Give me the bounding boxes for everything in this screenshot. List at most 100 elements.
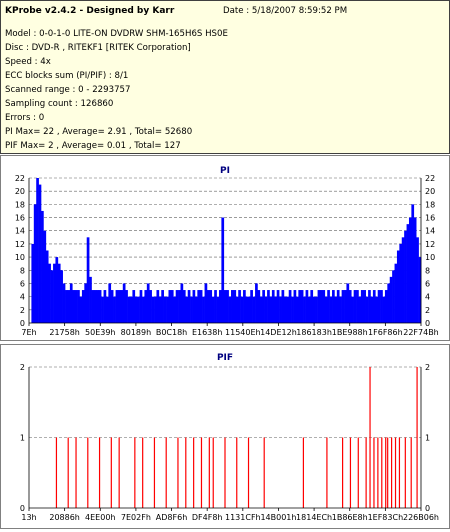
pi-bar bbox=[281, 290, 285, 323]
x-tick-label: 11540Eh bbox=[225, 328, 261, 337]
pi-bar bbox=[252, 296, 256, 323]
x-tick-label: 1EF83Ch bbox=[368, 513, 404, 522]
pi-bar bbox=[238, 290, 241, 323]
pi-bar bbox=[117, 290, 121, 323]
pi-bar bbox=[36, 178, 39, 323]
pi-bar bbox=[262, 290, 265, 323]
pi-bar bbox=[288, 290, 292, 323]
pi-bar bbox=[267, 290, 270, 323]
x-tick-label: 14B001h bbox=[260, 513, 296, 522]
pi-chart-panel: PI 0 0 2 2 4 4 6 6 8 8 10 10 12 12 14 14 16 16 18 18 20 20 22 22… bbox=[0, 155, 450, 341]
pi-bar bbox=[62, 283, 66, 323]
y-tick-label-right: 2 bbox=[425, 306, 430, 315]
pi-bar bbox=[113, 296, 116, 323]
pi-bar bbox=[223, 290, 227, 323]
pi-bar bbox=[120, 290, 124, 323]
chart-title: PIF bbox=[217, 353, 233, 363]
pi-bar bbox=[363, 290, 366, 323]
y-tick-label-left: 2 bbox=[20, 363, 25, 372]
pi-bar bbox=[110, 290, 114, 323]
pi-bar bbox=[303, 296, 306, 323]
info-pif-stats: PIF Max= 2 , Average= 0.01 , Total= 127 bbox=[5, 141, 181, 151]
pi-bar bbox=[192, 290, 196, 323]
pi-bar bbox=[375, 296, 379, 323]
pi-bar bbox=[406, 224, 410, 323]
pi-bar bbox=[81, 290, 85, 323]
pi-bar bbox=[168, 290, 172, 323]
x-tick-label: 1814ECh bbox=[296, 513, 332, 522]
pi-bar bbox=[125, 290, 128, 323]
pi-bar bbox=[317, 290, 321, 323]
pi-bar bbox=[158, 296, 162, 323]
pi-bar bbox=[218, 290, 222, 323]
pi-bar bbox=[84, 283, 88, 323]
pi-bar bbox=[365, 296, 369, 323]
pi-bar bbox=[199, 290, 203, 323]
pi-bar bbox=[211, 296, 215, 323]
pi-bar bbox=[264, 296, 268, 323]
pi-bar bbox=[72, 290, 75, 323]
pi-bar bbox=[122, 283, 126, 323]
info-ecc-blocks: ECC blocks sum (PI/PIF) : 8/1 bbox=[5, 71, 129, 81]
pi-bar bbox=[134, 296, 138, 323]
pi-bar bbox=[79, 296, 83, 323]
pi-bar bbox=[319, 290, 323, 323]
pi-bar bbox=[293, 290, 297, 323]
info-title: KProbe v2.4.2 - Designed by Karr bbox=[5, 6, 175, 16]
y-tick-label-left: 0 bbox=[20, 504, 25, 513]
pi-bar bbox=[228, 296, 232, 323]
pi-bar bbox=[322, 290, 326, 323]
pi-bar bbox=[202, 296, 205, 323]
pi-bar bbox=[31, 243, 35, 323]
info-scanned-range: Scanned range : 0 - 2293757 bbox=[5, 85, 131, 95]
x-tick-label: 186183h bbox=[296, 328, 332, 337]
pi-bar bbox=[353, 290, 357, 323]
pi-bar bbox=[305, 290, 309, 323]
pi-bar bbox=[96, 290, 100, 323]
pi-bar bbox=[255, 283, 258, 323]
pi-bar bbox=[214, 290, 217, 323]
pi-bar bbox=[332, 290, 335, 323]
pi-bar bbox=[394, 263, 398, 323]
pi-bar bbox=[351, 296, 354, 323]
y-tick-label-right: 0 bbox=[425, 319, 430, 328]
y-tick-label-left: 16 bbox=[15, 214, 25, 223]
pi-bar bbox=[271, 290, 275, 323]
x-tick-label: 13h bbox=[21, 513, 36, 522]
pi-bar bbox=[276, 290, 280, 323]
x-tick-label: DF4F8h bbox=[192, 513, 223, 522]
pi-bar bbox=[389, 276, 393, 323]
pi-bar bbox=[60, 270, 63, 323]
pi-bar bbox=[182, 290, 186, 323]
x-tick-label: 4EE00h bbox=[85, 513, 115, 522]
pi-bar bbox=[173, 296, 176, 323]
pi-bar bbox=[291, 296, 294, 323]
pi-bar bbox=[156, 290, 160, 323]
pi-bar bbox=[163, 296, 167, 323]
pi-bar bbox=[45, 250, 49, 323]
x-tick-label: 226B06h bbox=[403, 513, 439, 522]
pi-bar bbox=[235, 296, 239, 323]
pi-bar bbox=[382, 296, 386, 323]
pi-bar bbox=[175, 290, 179, 323]
pi-bar bbox=[418, 257, 422, 323]
pi-bar bbox=[50, 270, 54, 323]
info-model: Model : 0-0-1-0 LITE-ON DVDRW SHM-165H6S… bbox=[5, 29, 228, 39]
pi-bar bbox=[57, 263, 61, 323]
pi-bar bbox=[358, 296, 362, 323]
pi-bar bbox=[216, 296, 220, 323]
pi-bar bbox=[33, 204, 37, 323]
pi-bar bbox=[55, 257, 59, 323]
y-tick-label-left: 22 bbox=[15, 174, 25, 183]
pi-bar bbox=[53, 263, 56, 323]
y-tick-label-left: 14 bbox=[15, 227, 25, 236]
pi-bar bbox=[269, 296, 273, 323]
pi-bar bbox=[384, 290, 388, 323]
pi-bar bbox=[368, 290, 371, 323]
pi-bar bbox=[411, 204, 415, 323]
pi-bar bbox=[69, 283, 73, 323]
pi-bar bbox=[329, 296, 333, 323]
y-tick-label-left: 6 bbox=[20, 279, 25, 288]
pi-bar bbox=[142, 296, 145, 323]
x-tick-label: B0C18h bbox=[156, 328, 187, 337]
